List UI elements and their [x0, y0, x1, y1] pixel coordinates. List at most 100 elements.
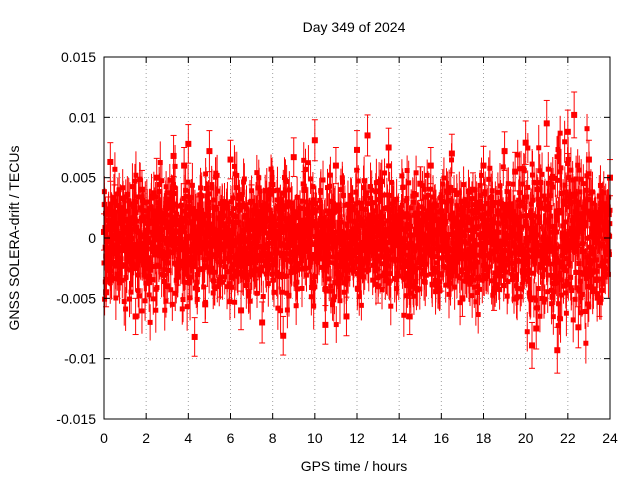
noise-point	[158, 242, 164, 248]
noise-point	[471, 277, 477, 283]
noise-point	[495, 211, 501, 217]
noise-point	[119, 277, 125, 283]
noise-point	[135, 272, 141, 278]
noise-point	[147, 279, 153, 285]
noise-point	[330, 302, 336, 308]
noise-point	[555, 280, 561, 286]
noise-point	[361, 178, 367, 184]
noise-point	[151, 208, 157, 214]
noise-point	[374, 246, 380, 252]
noise-point	[581, 248, 587, 254]
noise-point	[505, 181, 511, 187]
noise-point	[407, 281, 413, 287]
noise-point	[359, 247, 365, 253]
noise-point	[379, 179, 385, 185]
noise-point	[336, 281, 342, 287]
noise-point	[475, 274, 481, 280]
noise-point	[291, 237, 297, 243]
noise-point	[312, 234, 318, 240]
noise-point	[528, 201, 534, 207]
noise-point	[484, 201, 490, 207]
noise-point	[385, 218, 391, 224]
noise-point	[391, 199, 397, 205]
noise-point	[202, 212, 208, 218]
noise-point	[569, 236, 575, 242]
noise-point	[300, 181, 306, 187]
noise-point	[244, 206, 250, 212]
noise-point	[112, 222, 118, 228]
noise-point	[305, 248, 311, 254]
noise-point	[537, 262, 543, 268]
noise-point	[563, 189, 569, 195]
noise-point	[441, 175, 447, 181]
noise-point	[266, 265, 272, 271]
noise-point	[149, 193, 155, 199]
noise-point	[141, 214, 147, 220]
noise-point	[361, 274, 367, 280]
noise-point	[337, 214, 343, 220]
noise-point	[338, 187, 344, 193]
noise-point	[472, 250, 478, 256]
noise-point	[451, 234, 457, 240]
noise-point	[496, 229, 502, 235]
noise-point	[338, 264, 344, 270]
noise-point	[240, 228, 246, 234]
noise-point	[275, 305, 281, 311]
noise-point	[231, 163, 237, 169]
noise-point	[433, 282, 439, 288]
noise-point	[265, 203, 271, 209]
noise-point	[413, 192, 419, 198]
noise-point	[137, 176, 143, 182]
noise-point	[497, 287, 503, 293]
noise-point	[556, 274, 562, 280]
noise-point	[102, 201, 108, 207]
noise-point	[288, 270, 294, 276]
noise-point	[476, 224, 482, 230]
noise-point	[411, 293, 417, 299]
noise-point	[365, 259, 371, 265]
noise-point	[454, 246, 460, 252]
noise-point	[163, 298, 169, 304]
noise-point	[228, 244, 234, 250]
noise-point	[128, 258, 134, 264]
noise-point	[489, 200, 495, 206]
noise-point	[496, 273, 502, 279]
noise-point	[535, 286, 541, 292]
noise-point	[136, 293, 142, 299]
noise-point	[260, 203, 266, 209]
noise-point	[525, 145, 531, 151]
noise-point	[563, 310, 569, 316]
noise-point	[106, 222, 112, 228]
noise-point	[356, 235, 362, 241]
noise-point	[358, 256, 364, 262]
noise-point	[270, 182, 276, 188]
noise-point	[422, 279, 428, 285]
noise-point	[133, 266, 139, 272]
noise-point	[476, 204, 482, 210]
noise-point	[272, 218, 278, 224]
noise-point	[152, 252, 158, 258]
noise-point	[369, 187, 375, 193]
noise-point	[524, 329, 530, 335]
noise-point	[366, 267, 372, 273]
noise-point	[405, 221, 411, 227]
noise-point	[530, 212, 536, 218]
noise-point	[557, 169, 563, 175]
noise-point	[400, 184, 406, 190]
noise-point	[469, 220, 475, 226]
noise-point	[558, 165, 564, 171]
noise-point	[379, 261, 385, 267]
noise-point	[461, 278, 467, 284]
noise-point	[327, 183, 333, 189]
noise-point	[326, 232, 332, 238]
noise-point	[537, 187, 543, 193]
noise-point	[529, 270, 535, 276]
noise-point	[157, 253, 163, 259]
noise-point	[372, 208, 378, 214]
noise-point	[503, 238, 509, 244]
noise-point	[121, 299, 127, 305]
noise-point	[472, 209, 478, 215]
noise-point	[573, 269, 579, 275]
noise-point	[389, 179, 395, 185]
noise-point	[536, 145, 542, 151]
